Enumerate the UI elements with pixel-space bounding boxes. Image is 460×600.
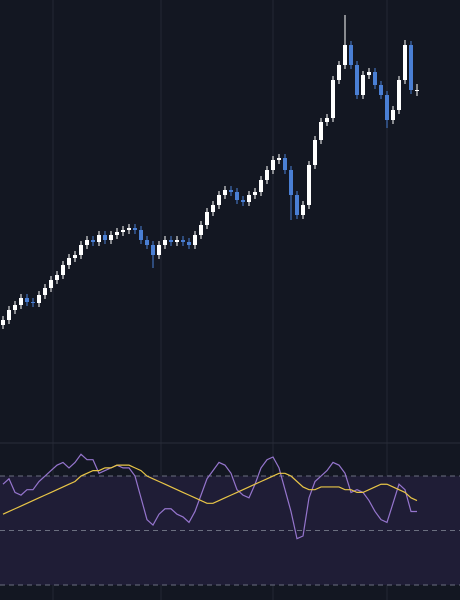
candle-body <box>163 240 167 245</box>
candle-body <box>313 140 317 165</box>
candle-body <box>19 298 23 305</box>
candle-body <box>139 230 143 240</box>
candle-body <box>169 240 173 242</box>
candle-body <box>241 200 245 202</box>
candle-body <box>205 212 209 225</box>
candle-body <box>343 45 347 65</box>
candle-body <box>145 240 149 245</box>
indicator-line <box>2 464 418 515</box>
candle-body <box>391 110 395 120</box>
candle-body <box>295 195 299 215</box>
candle-body <box>181 240 185 242</box>
candle-body <box>73 255 77 258</box>
candle-body <box>253 192 257 195</box>
candle-body <box>127 228 131 230</box>
candle-body <box>337 65 341 80</box>
candle-body <box>235 192 239 200</box>
candle-body <box>415 90 419 91</box>
candle-body <box>55 275 59 280</box>
candle-body <box>211 205 215 212</box>
candle-body <box>157 245 161 255</box>
candle-body <box>283 158 287 170</box>
candle-body <box>397 80 401 110</box>
candle-body <box>115 232 119 235</box>
candle-body <box>277 158 281 160</box>
candle-body <box>187 242 191 245</box>
candle-body <box>367 72 371 75</box>
candle-body <box>97 235 101 242</box>
candle-body <box>325 118 329 122</box>
candle-body <box>319 122 323 140</box>
candle-body <box>1 320 5 325</box>
candle-body <box>61 265 65 275</box>
candle-body <box>199 225 203 235</box>
candle-body <box>259 180 263 192</box>
candle-body <box>121 230 125 232</box>
candle-body <box>355 65 359 95</box>
candle-body <box>247 195 251 202</box>
candle-body <box>175 240 179 242</box>
candle-body <box>67 258 71 265</box>
candle-body <box>361 75 365 95</box>
candle-body <box>331 80 335 118</box>
candle-body <box>223 190 227 195</box>
candle-body <box>103 235 107 240</box>
candle-body <box>229 190 233 192</box>
candle-body <box>109 235 113 240</box>
candle-body <box>25 298 29 302</box>
candle-body <box>49 280 53 288</box>
candle-body <box>403 45 407 80</box>
candle-body <box>271 160 275 170</box>
candle-body <box>349 45 353 65</box>
candle-body <box>373 72 377 85</box>
candle-body <box>217 195 221 205</box>
candle-body <box>133 228 137 230</box>
candle-body <box>307 165 311 205</box>
candle-body <box>289 170 293 195</box>
candle-body <box>409 45 413 90</box>
candle-body <box>91 240 95 242</box>
candle-body <box>385 95 389 120</box>
candle-body <box>379 85 383 95</box>
candle-body <box>151 245 155 255</box>
candle-body <box>43 288 47 295</box>
candle-body <box>193 235 197 245</box>
indicator-line <box>2 453 417 540</box>
candle-body <box>85 240 89 245</box>
candle-body <box>31 302 35 303</box>
candle-body <box>79 245 83 255</box>
candle-body <box>265 170 269 180</box>
candle-body <box>7 310 11 320</box>
candle-body <box>37 295 41 303</box>
candle-body <box>13 305 17 310</box>
candle-body <box>301 205 305 215</box>
